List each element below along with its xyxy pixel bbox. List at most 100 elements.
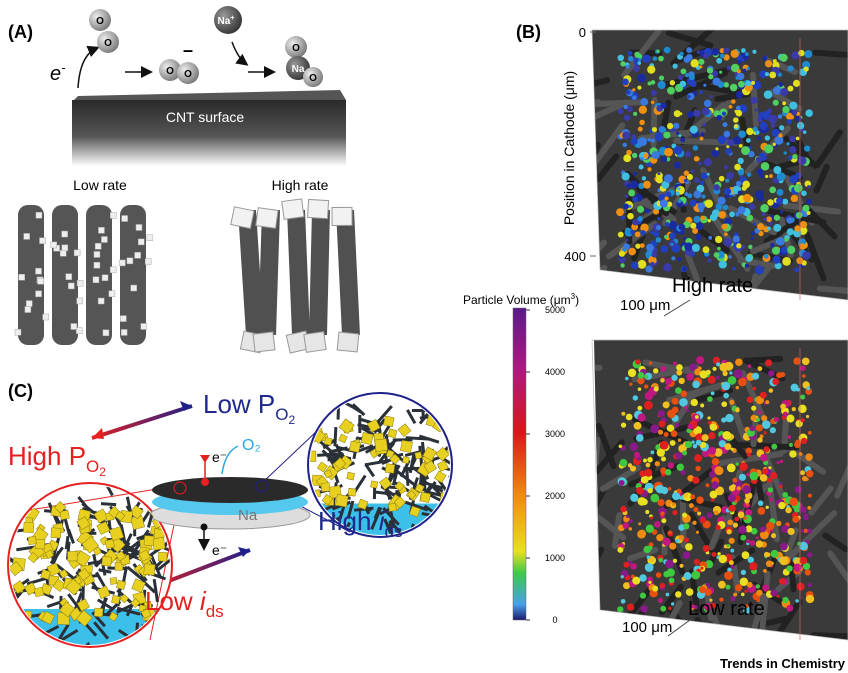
particle	[782, 597, 788, 603]
particle	[782, 492, 788, 498]
discharge-product	[111, 595, 120, 604]
particle	[628, 190, 635, 197]
particle	[66, 274, 72, 280]
particle	[643, 459, 647, 463]
particle	[667, 410, 676, 419]
particle	[621, 215, 625, 219]
particle	[793, 80, 800, 87]
particle	[674, 146, 683, 155]
particle	[332, 207, 352, 225]
particle	[660, 511, 665, 516]
ion-sup: +	[230, 15, 234, 22]
particle	[703, 246, 710, 253]
particle	[24, 233, 30, 239]
particle	[741, 245, 745, 249]
particle	[637, 206, 644, 213]
particle	[736, 243, 741, 248]
particle	[760, 454, 768, 462]
particle	[648, 581, 651, 584]
particle	[753, 127, 758, 132]
particle	[764, 227, 767, 230]
particle	[690, 223, 696, 229]
particle	[738, 511, 745, 518]
particle	[337, 332, 359, 352]
atom-label: O	[292, 43, 300, 54]
particle	[724, 233, 728, 237]
particle	[727, 519, 733, 525]
discharge-product	[388, 503, 396, 511]
nanotube	[258, 210, 280, 335]
particle	[642, 176, 646, 180]
particle	[693, 444, 697, 448]
particle	[646, 525, 654, 533]
particle	[682, 450, 687, 455]
particle	[704, 158, 712, 166]
particle	[687, 193, 692, 198]
particle	[634, 422, 642, 430]
particle	[68, 283, 74, 289]
particle	[656, 572, 662, 578]
particle	[634, 52, 639, 57]
particle	[678, 199, 682, 203]
particle	[723, 82, 729, 88]
particle	[762, 420, 771, 429]
particle	[756, 424, 763, 431]
particle	[804, 145, 810, 151]
particle	[730, 549, 734, 553]
particle	[700, 216, 705, 221]
particle	[626, 515, 629, 518]
discharge-product	[144, 536, 154, 546]
particle	[718, 197, 726, 205]
particle	[694, 156, 700, 162]
high-rate-cnt	[231, 199, 360, 353]
particle	[632, 196, 637, 201]
discharge-product	[400, 440, 412, 452]
atom-label: Na	[292, 64, 305, 75]
carbon-fiber	[347, 540, 362, 552]
particle	[699, 65, 702, 68]
particle	[660, 583, 665, 588]
particle	[77, 298, 83, 304]
particle	[684, 243, 693, 252]
particle	[722, 431, 731, 440]
particle	[621, 412, 625, 416]
particle	[714, 466, 723, 475]
particle	[758, 500, 763, 505]
particle	[683, 56, 690, 63]
particle	[640, 605, 647, 612]
particle	[802, 205, 809, 212]
particle	[707, 68, 713, 74]
particle	[707, 512, 713, 518]
particle	[663, 401, 670, 408]
particle	[660, 441, 669, 450]
colorbar-tick-label: 4000	[545, 367, 565, 377]
particle	[684, 572, 692, 580]
particle	[629, 527, 633, 531]
particle	[639, 470, 645, 476]
axis-tick-label: 400	[564, 249, 586, 264]
particle	[639, 120, 644, 125]
particle	[40, 238, 46, 244]
carbon-fiber	[294, 442, 310, 451]
particle	[700, 518, 705, 523]
particle	[661, 457, 666, 462]
particle	[747, 582, 753, 588]
particle	[727, 139, 734, 146]
particle	[135, 252, 141, 258]
atom-label: O	[309, 73, 317, 84]
particle	[750, 426, 756, 432]
particle	[750, 237, 753, 240]
particle	[652, 127, 657, 132]
particle	[700, 404, 704, 408]
particle	[721, 224, 727, 230]
journal: Trends in Chemistry	[720, 656, 846, 671]
particle	[684, 537, 689, 542]
particle	[747, 67, 750, 70]
colorbar-tick-label: 0	[552, 615, 557, 625]
particle	[782, 257, 791, 266]
particle	[752, 387, 756, 391]
particle	[786, 119, 791, 124]
particle	[630, 443, 638, 451]
particle	[720, 54, 725, 59]
particle	[618, 232, 624, 238]
